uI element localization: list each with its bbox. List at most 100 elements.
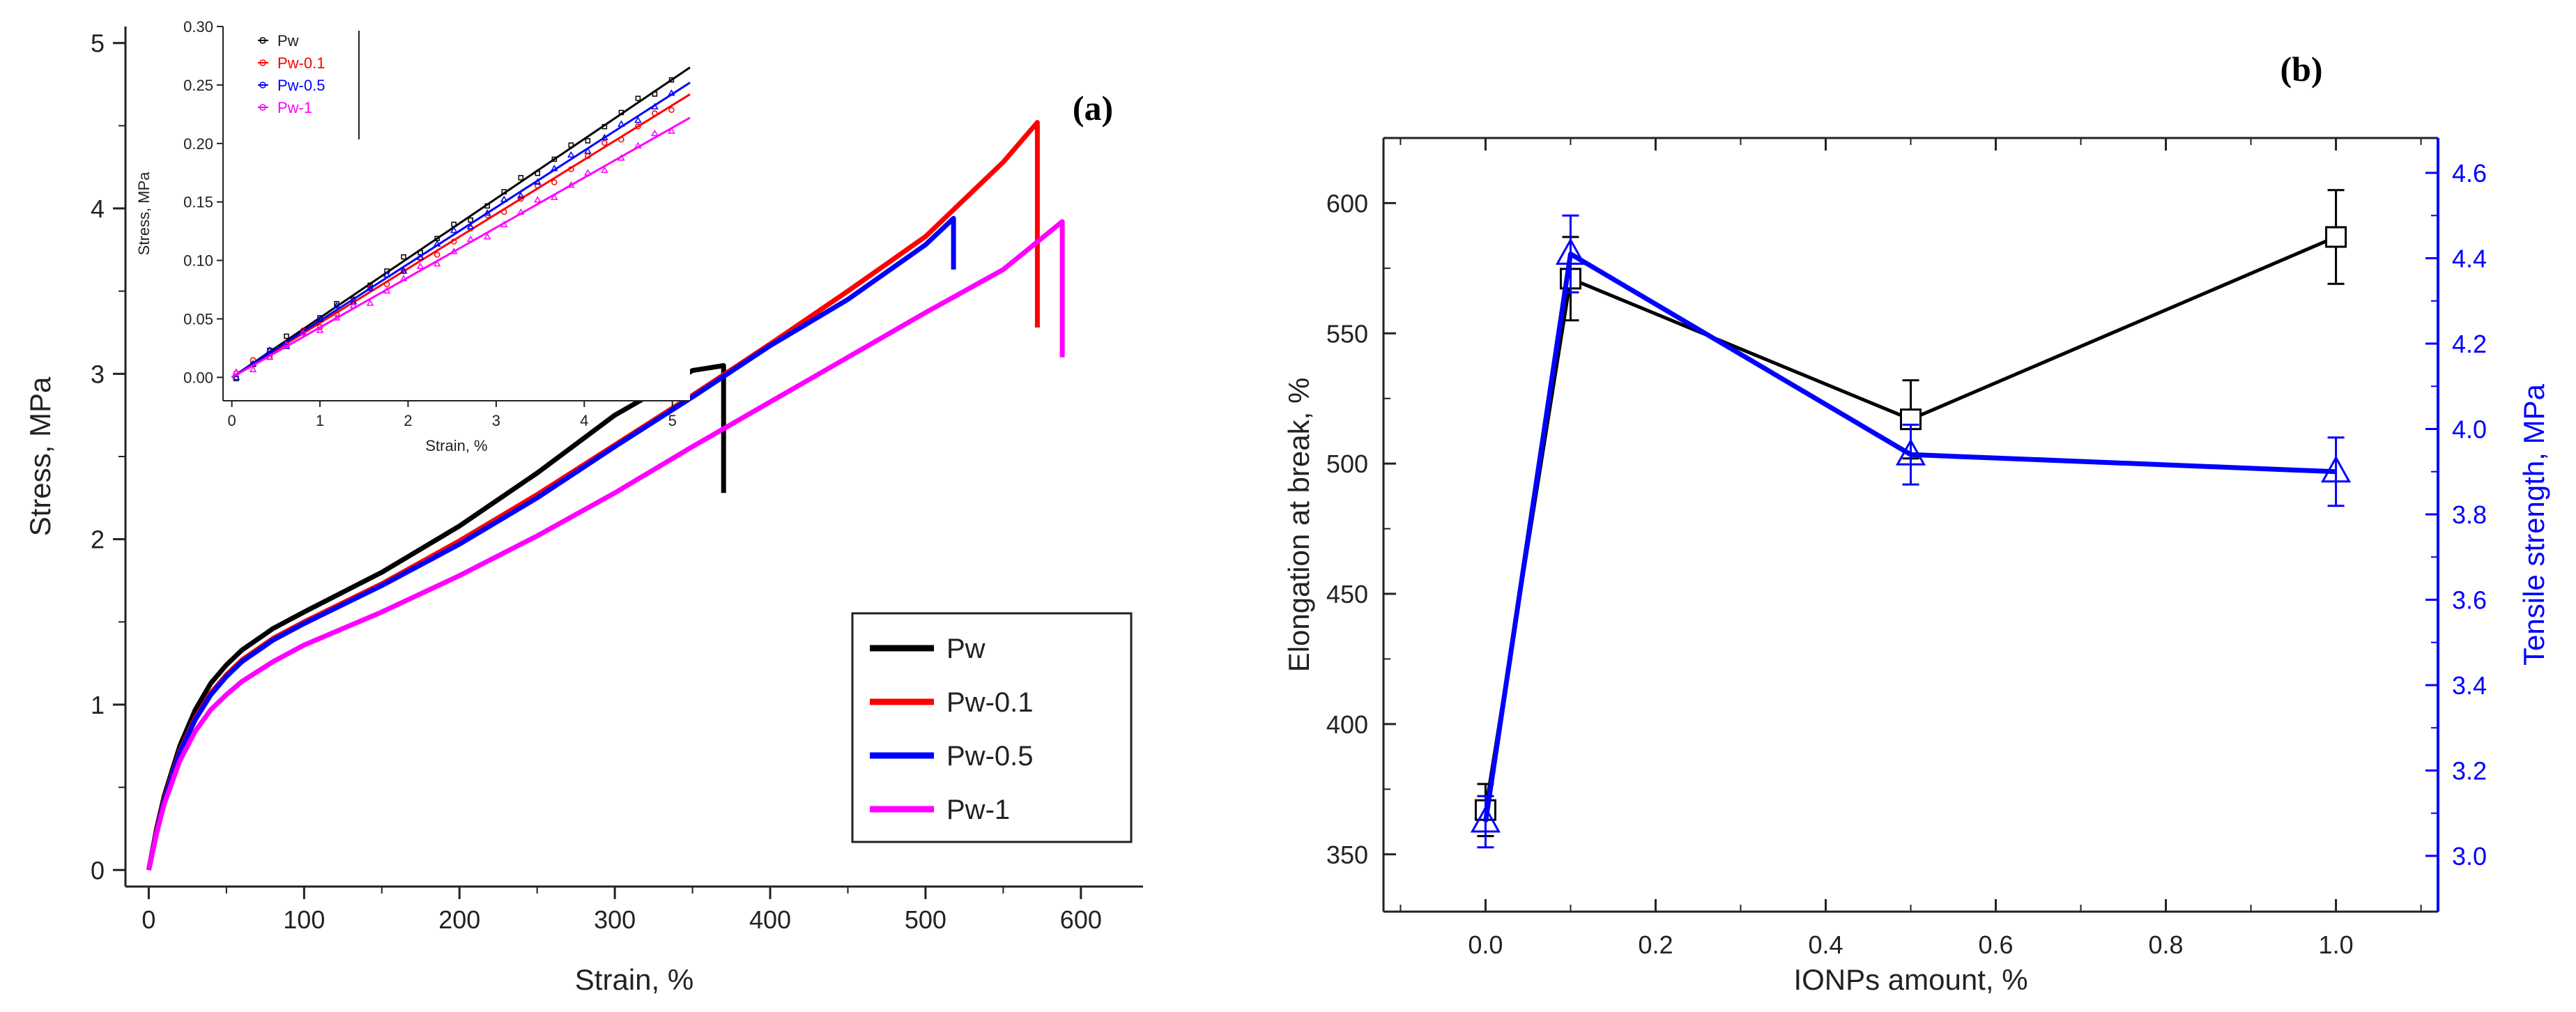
inset-data-point: [516, 192, 525, 199]
inset-data-point: [450, 238, 457, 245]
series-line-pw-0.5: [146, 215, 956, 871]
y2-tick-label: 4.6: [2452, 159, 2487, 187]
x-tick-label: 100: [283, 905, 325, 934]
inset-y-tick-label: 0.20: [183, 135, 213, 153]
inset-x-tick-label: 0: [228, 412, 236, 429]
inset-data-point: [299, 328, 307, 336]
inset-data-point: [601, 123, 608, 130]
x-axis-title: Strain, %: [575, 963, 693, 996]
inset-data-point: [366, 299, 374, 306]
inset-y-axis-title: Stress, MPa: [135, 171, 153, 256]
inset-data-point: [618, 120, 625, 127]
y-tick-label: 500: [1326, 450, 1368, 478]
inset-data-point: [668, 77, 675, 83]
inset-data-point: [483, 233, 491, 240]
inset-data-point: [401, 254, 406, 260]
legend-label: Pw-0.5: [946, 741, 1034, 772]
y-axis-title: Elongation at break, %: [1282, 378, 1315, 673]
inset-data-point: [484, 203, 490, 209]
inset-data-point: [651, 102, 659, 109]
y2-tick-label: 4.2: [2452, 330, 2487, 358]
y2-tick-label: 3.0: [2452, 842, 2487, 871]
inset-x-tick-label: 3: [492, 412, 500, 429]
inset-data-point: [652, 91, 658, 97]
inset-data-point: [332, 314, 341, 321]
inset-data-point: [551, 164, 558, 171]
inset-data-point: [483, 209, 491, 216]
inset-data-point: [601, 139, 608, 146]
inset-data-point: [249, 365, 257, 373]
inset-x-tick-label: 2: [404, 412, 412, 429]
inset-y-tick-label: 0.10: [183, 252, 213, 270]
panel-label-a: (a): [1073, 89, 1113, 128]
x-tick-label: 0.0: [1468, 930, 1503, 959]
inset-data-point: [266, 346, 274, 353]
inset-legend-marker: [259, 37, 266, 44]
inset-data-point: [584, 147, 592, 154]
inset-data-point: [450, 226, 458, 233]
inset-x-tick-label: 1: [316, 412, 324, 429]
inset-data-point: [668, 127, 675, 134]
inset-data-point: [383, 281, 390, 288]
inset-y-tick-label: 0.15: [183, 194, 213, 211]
inset-data-point: [634, 141, 642, 148]
inset-data-point: [416, 262, 424, 269]
inset-data-point: [349, 298, 358, 305]
inset-series-line-pw: [231, 66, 691, 378]
y-tick-label: 600: [1326, 189, 1368, 217]
inset-data-point: [668, 107, 675, 114]
inset-data-point: [535, 183, 541, 189]
inset-data-point: [284, 333, 289, 339]
inset-data-point: [466, 235, 475, 243]
inset-legend-label: Pw: [277, 32, 299, 49]
y2-axis-title: Tensile strength, MPa: [2517, 383, 2550, 666]
y-tick-label: 3: [91, 360, 105, 388]
panel-a: 0 100 200 300 400 500 600 0 1 2 3 4 5 Strain, % Stress…: [24, 18, 1143, 996]
y-tick-label: 0: [91, 856, 105, 884]
inset-data-point: [451, 222, 457, 227]
inset-data-point: [518, 196, 524, 202]
x-tick-label: 400: [749, 905, 791, 934]
inset-data-point: [651, 129, 659, 137]
series-line-pw-1: [146, 219, 1065, 871]
panel-label-b: (b): [2280, 49, 2322, 89]
y2-tick-label: 3.4: [2452, 671, 2487, 700]
inset-data-point: [399, 275, 408, 282]
inset-data-point: [551, 179, 558, 185]
inset-data-point: [652, 110, 658, 116]
inset-data-point: [434, 252, 440, 258]
inset-y-tick-label: 0.05: [183, 311, 213, 328]
inset-data-point: [567, 151, 575, 158]
inset-data-point: [332, 302, 341, 309]
data-point-triangle: [1555, 238, 1586, 265]
inset-data-point: [618, 137, 624, 143]
inset-legend-marker: [259, 104, 266, 111]
y-tick-label: 400: [1326, 710, 1368, 739]
inset-data-point: [618, 109, 624, 116]
inset-data-point: [634, 116, 642, 123]
inset-data-point: [334, 300, 339, 307]
inset-legend-marker: [259, 82, 266, 89]
y2-tick-label: 4.4: [2452, 245, 2487, 273]
inset-data-point: [534, 178, 542, 185]
inset-data-point: [500, 195, 508, 202]
x-tick-label: 0.2: [1638, 930, 1673, 959]
inset-data-point: [450, 247, 458, 254]
inset-data-point: [501, 208, 507, 215]
legend: Pw Pw-0.1 Pw-0.5 Pw-1: [851, 612, 1133, 843]
inset-data-point: [468, 217, 473, 223]
inset-x-axis-title: Strain, %: [425, 437, 487, 454]
data-point-square: [2325, 226, 2347, 248]
legend-box: [851, 612, 1133, 843]
inset-data-point: [668, 89, 675, 96]
inset-data-point: [333, 311, 340, 317]
inset-data-point: [601, 133, 608, 141]
inset-data-point: [383, 270, 391, 278]
inset-data-point: [232, 368, 240, 375]
inset-y-tick-label: 0.00: [183, 369, 213, 386]
inset-legend-label: Pw-0.5: [277, 77, 325, 94]
inset-data-point: [383, 286, 391, 294]
inset-data-point: [568, 142, 574, 148]
inset-data-point: [567, 181, 575, 188]
